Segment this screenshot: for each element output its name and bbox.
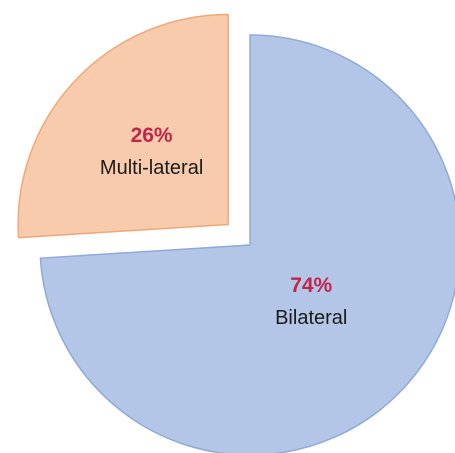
category-label: Multi-lateral	[100, 157, 203, 179]
value-label: 74%	[290, 274, 332, 297]
value-label: 26%	[131, 124, 173, 147]
category-label: Bilateral	[275, 307, 347, 329]
pie-slice	[39, 34, 455, 453]
pie-slice	[17, 13, 229, 239]
